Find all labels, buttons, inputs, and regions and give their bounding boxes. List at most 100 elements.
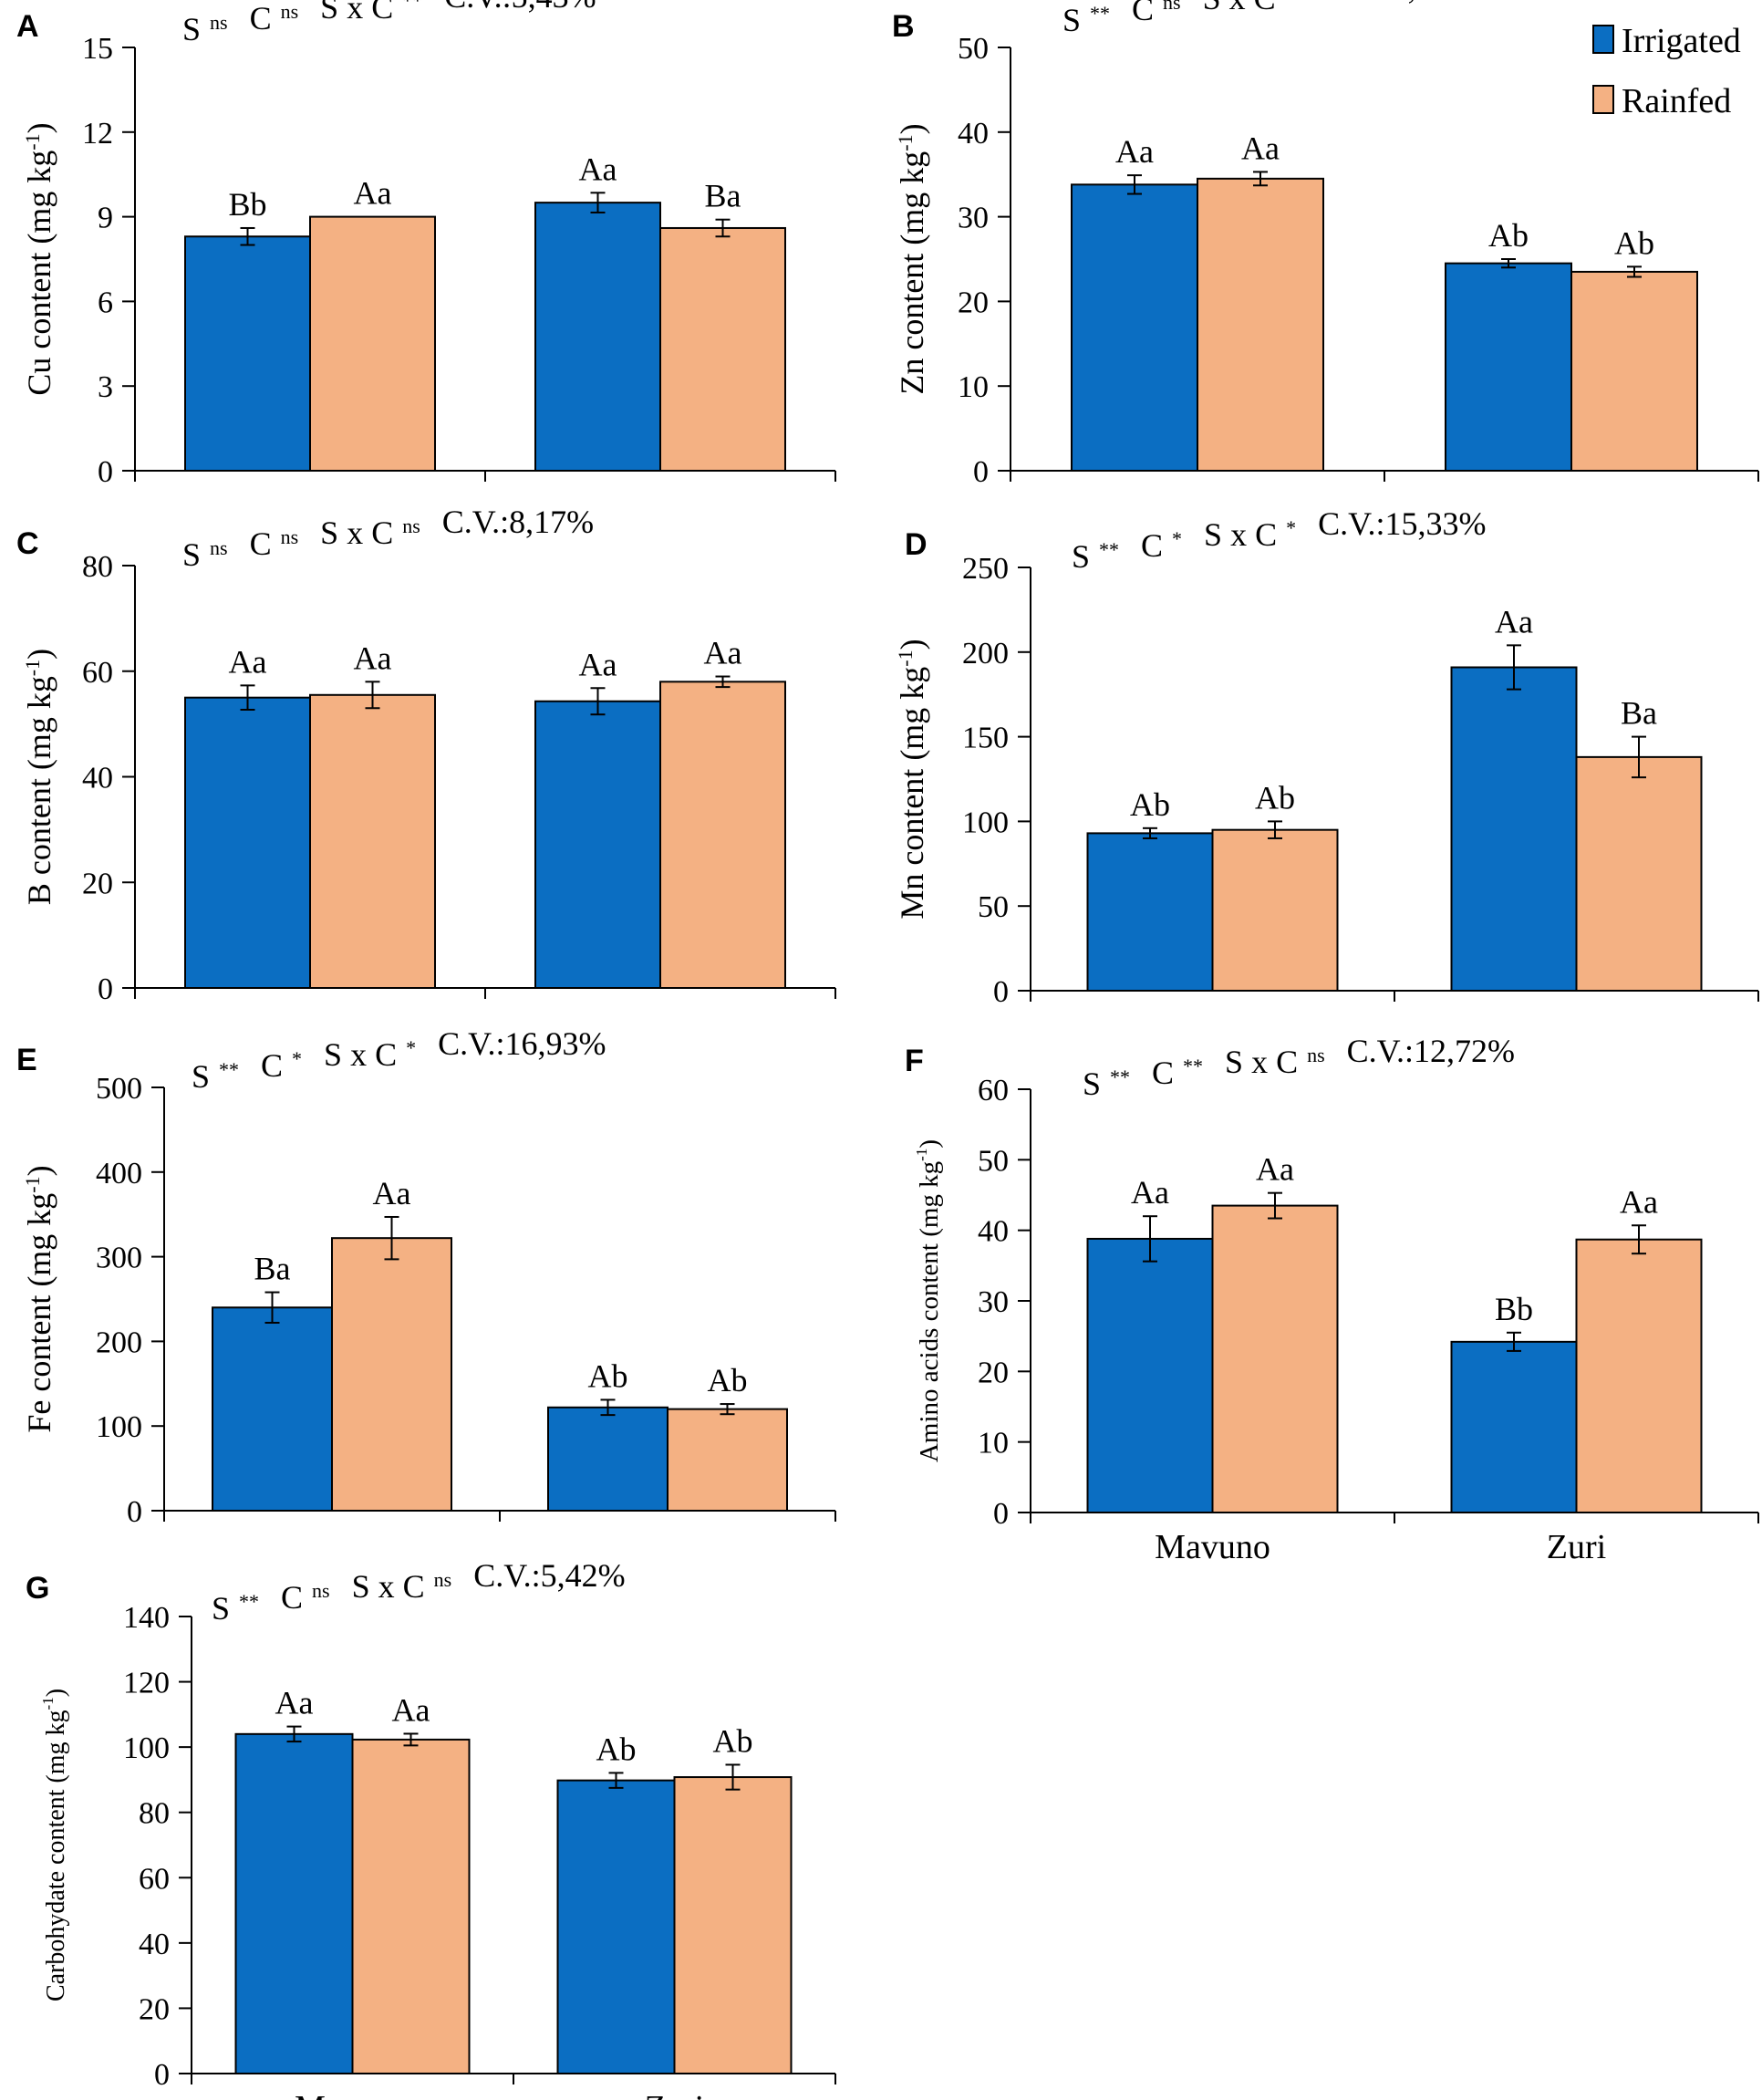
data-label: Aa [1256,1151,1294,1188]
stat-term: S [1083,1066,1101,1102]
y-label-main: Fe content (mg kg [21,1193,57,1433]
y-label-exponent: -1 [894,650,917,666]
data-label: Aa [1620,1183,1658,1220]
y-label-exponent: -1 [21,1176,44,1192]
x-tick-label-zuri: Zuri [1547,1528,1606,1566]
bar-rainfed-zuri [659,226,786,472]
data-label: Aa [579,646,617,682]
y-tick-label: 0 [127,1495,142,1529]
panel-d: D S ** C * S x C * C.V.:15,33% 0 50 100 150 200 250 Mn… [894,505,1759,1009]
bar-rainfed-mavuno [309,215,436,472]
y-tick-label: 200 [96,1325,142,1359]
stat-term: S [1072,538,1090,575]
y-tick-label: 300 [96,1242,142,1275]
stat-term: S x C [1225,1044,1298,1080]
data-label: Aa [275,1685,314,1721]
bar-irrigated-mavuno [184,696,311,989]
y-tick-label: 0 [993,975,1009,1009]
y-tick-label: 20 [82,867,113,900]
y-label-close: ) [21,649,57,660]
stat-term: S [182,11,201,47]
y-axis-label-a: Cu content (mg kg-1) [21,122,57,395]
stat-significance: ns [281,0,299,23]
y-tick-label: 60 [139,1862,170,1896]
stat-term: S x C [1203,0,1276,16]
bar-irrigated-zuri [1445,262,1572,473]
stat-significance: ** [1110,1066,1130,1088]
data-label: Ba [705,178,741,214]
bar-irrigated-mavuno [234,1732,354,2075]
panel-letter-a: A [16,9,39,44]
panel-a: A Sns Cns S x C ** C.V.:5,43% 0 3 6 9 12 15 Cu conte… [16,0,836,489]
data-label: Aa [704,635,742,671]
y-label-close: ) [21,122,57,133]
y-tick-label: 150 [962,722,1009,755]
bar-rainfed-zuri [1570,270,1698,473]
y-tick-label: 50 [958,32,989,66]
data-label: Aa [1131,1174,1169,1211]
y-tick-label: 500 [96,1072,142,1106]
y-label-exponent: -1 [21,133,44,150]
y-tick-label: 60 [978,1074,1009,1107]
y-tick-label: 40 [978,1215,1009,1249]
bar-rainfed-zuri [1575,755,1703,992]
stat-significance: * [1286,516,1296,539]
bar-irrigated-mavuno [184,235,311,472]
y-axis-label-f: Amino acids content (mg kg-1) [913,1139,944,1462]
data-label: Aa [373,1175,411,1211]
stat-term: C.V.:5,43% [444,0,596,15]
y-tick-label: 50 [978,1144,1009,1178]
y-tick-label: 20 [958,286,989,319]
stat-term: C.V.:12,72% [1347,1033,1515,1069]
stats-annotation-b: S ** Cns S x C ns C.V.:5,6% [1062,0,1460,38]
legend-label-irrigated: Irrigated [1622,22,1741,60]
y-label-exponent: -1 [894,134,917,151]
stat-term: S [1062,2,1081,38]
panel-letter-e: E [16,1043,37,1077]
y-axis-label-e: Fe content (mg kg-1) [21,1165,57,1432]
y-tick-label: 40 [139,1928,170,1961]
stat-significance: * [406,1036,416,1059]
stat-term: C [250,0,272,36]
y-tick-label: 9 [98,202,113,235]
stat-term: S x C [1204,516,1277,553]
stat-significance: ns [1285,0,1303,3]
stat-significance: ns [210,11,228,34]
y-tick-label: 250 [962,552,1009,586]
bar-rainfed-zuri [659,681,786,989]
stat-term: C.V.:8,17% [442,504,594,540]
y-tick-label: 20 [978,1356,1009,1389]
data-label: Ab [708,1362,748,1398]
y-tick-label: 50 [978,890,1009,924]
bar-irrigated-zuri [547,1406,669,1513]
y-axis-label-c: B content (mg kg-1) [21,649,57,905]
y-tick-label: 200 [962,637,1009,671]
stat-term: S [182,536,201,573]
stats-annotation-f: S ** C ** S x C ns C.V.:12,72% [1083,1033,1515,1102]
y-tick-label: 100 [123,1731,170,1765]
legend-label-rainfed: Rainfed [1622,82,1731,120]
stat-term: C.V.:5,42% [473,1557,625,1594]
y-tick-label: 0 [973,455,989,489]
panel-letter-f: F [905,1044,924,1078]
data-label: Aa [579,151,617,187]
y-tick-label: 120 [123,1667,170,1700]
stat-term: S x C [320,515,393,551]
y-tick-label: 400 [96,1157,142,1190]
panel-e: E S ** C * S x C * C.V.:16,93% 0 100 200 300 400 500 F… [16,1025,836,1529]
y-label-close: ) [21,1165,57,1176]
y-tick-label: 60 [82,656,113,690]
panel-f: F S ** C ** S x C ns C.V.:12,72% 0 10 20 30 40 50 60 Am… [905,1033,1759,1566]
data-label: Ab [1130,786,1170,823]
data-label: Ba [1621,695,1657,732]
x-tick-label-mavuno: Mavuno [295,2089,410,2100]
panel-b: B S ** Cns S x C ns C.V.:5,6% 0 10 20 30 40 50 Zn con… [892,0,1759,489]
stat-term: C [250,525,272,562]
x-tick-label-mavuno: Mavuno [1155,1528,1270,1566]
legend-swatch-irrigated [1592,25,1614,54]
y-label-main: Carbohydate content (mg kg [42,1710,70,2001]
stat-term: S [192,1058,210,1095]
data-label: Aa [1495,603,1533,639]
